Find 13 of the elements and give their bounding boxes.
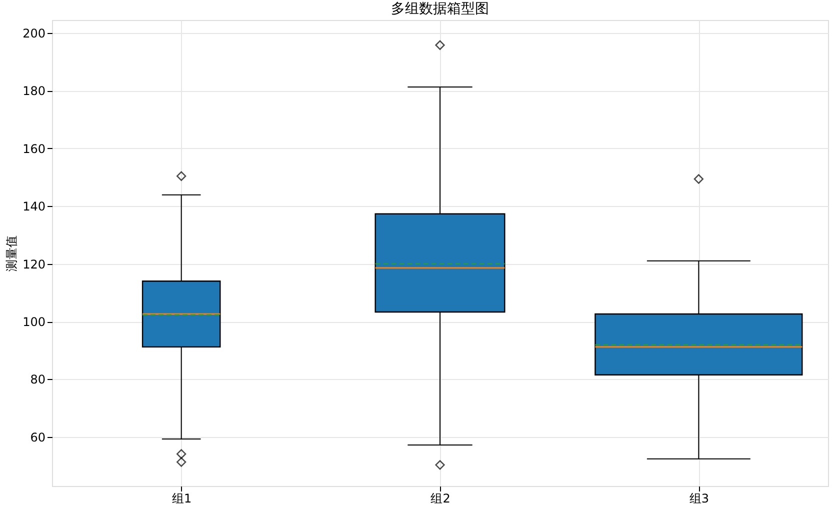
y-tick-label: 180: [22, 84, 46, 98]
chart-title: 多组数据箱型图: [391, 1, 489, 17]
y-tick-label: 140: [22, 200, 46, 214]
x-tick-label: 组2: [430, 492, 450, 506]
y-tick-label: 60: [30, 430, 46, 444]
y-tick-label: 80: [30, 372, 46, 387]
x-tick-label: 组3: [689, 492, 709, 506]
x-tick-label: 组1: [172, 492, 192, 506]
y-tick-label: 120: [22, 257, 46, 272]
y-axis-title: 测量值: [4, 236, 19, 272]
y-tick-label: 160: [22, 142, 46, 156]
y-tick-label: 200: [22, 26, 46, 40]
y-tick-label: 100: [22, 315, 46, 330]
